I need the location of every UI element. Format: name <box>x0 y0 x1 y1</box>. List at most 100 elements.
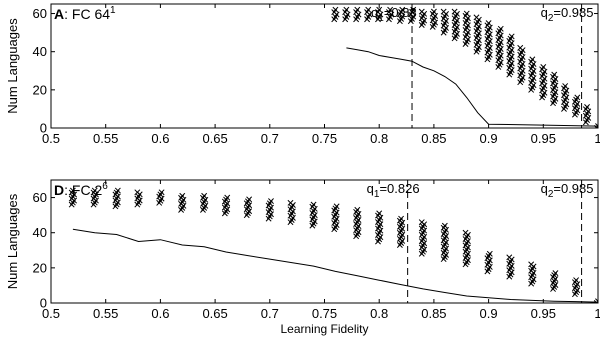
y-tick-label: 60 <box>33 6 47 21</box>
threshold-symbol: q <box>541 5 548 20</box>
scatter-cluster <box>484 20 493 63</box>
scatter-cluster <box>495 25 504 70</box>
scatter-point <box>354 6 361 13</box>
scatter-point <box>473 14 480 21</box>
scatter-point <box>418 8 425 15</box>
scatter-cluster <box>342 6 351 23</box>
scatter-cluster <box>550 71 559 107</box>
y-tick-label: 20 <box>33 82 47 97</box>
scatter-cluster <box>353 6 362 23</box>
x-tick-label: 1 <box>594 306 600 321</box>
scatter-point <box>593 300 598 303</box>
scatter-point <box>399 6 406 13</box>
x-tick-label: 0.75 <box>312 306 337 321</box>
x-tick-label: 0.8 <box>370 131 388 146</box>
axes-box <box>50 3 599 129</box>
scatter-cluster <box>550 270 559 292</box>
x-tick-label: 0.55 <box>93 131 118 146</box>
threshold-label: q1=0.83 <box>371 5 417 24</box>
scatter-point <box>69 187 76 194</box>
scatter-point <box>310 201 317 208</box>
scatter-point <box>497 25 504 32</box>
scatter-point <box>595 298 598 303</box>
y-tick-label: 0 <box>40 121 47 136</box>
plot-area <box>331 4 598 128</box>
scatter-point <box>552 270 559 277</box>
y-tick-label: 40 <box>33 225 47 240</box>
scatter-point <box>376 6 383 13</box>
threshold-symbol: q <box>541 181 548 196</box>
series-line <box>72 228 598 303</box>
scatter-point <box>410 6 417 13</box>
scatter-cluster <box>90 187 99 208</box>
scatter-cluster <box>221 194 231 217</box>
x-tick-label: 0.9 <box>480 306 498 321</box>
scatter-point <box>287 199 294 206</box>
panel-a: 0.5 0.55 0.6 0.65 0.7 0.75 0.8 0.85 0.9 0.95 1 0 20 4… <box>5 3 600 146</box>
x-tick-label: 0.7 <box>261 131 279 146</box>
threshold-subscript: 2 <box>548 13 554 24</box>
scatter-point <box>485 20 492 27</box>
scatter-cluster <box>200 192 209 213</box>
scatter-point <box>551 71 558 78</box>
scatter-point <box>201 192 208 199</box>
scatter-cluster <box>517 44 526 86</box>
y-axis-label: Num Languages <box>5 18 20 114</box>
scatter-point <box>343 6 350 13</box>
scatter-cluster <box>331 203 340 233</box>
scatter-cluster <box>331 6 340 23</box>
scatter-cluster <box>309 201 318 229</box>
scatter-point <box>595 123 598 128</box>
scatter-point <box>114 187 121 194</box>
scatter-cluster <box>539 64 548 101</box>
x-tick-label: 0.65 <box>202 131 227 146</box>
threshold-value: =0.83 <box>384 5 417 20</box>
scatter-point <box>418 219 425 226</box>
threshold-value: =0.985 <box>553 5 593 20</box>
x-tick-label: 0.85 <box>421 306 446 321</box>
scatter-cluster <box>473 14 482 55</box>
scatter-cluster <box>418 8 428 28</box>
threshold-value: =0.985 <box>553 181 593 196</box>
scatter-cluster <box>593 298 598 303</box>
scatter-point <box>529 56 536 63</box>
scatter-cluster <box>396 6 406 25</box>
scatter-point <box>158 189 165 196</box>
scatter-cluster <box>353 206 362 240</box>
scatter-cluster <box>506 33 515 78</box>
threshold-label: q1=0.826 <box>367 181 420 200</box>
scatter-point <box>333 203 340 210</box>
scatter-cluster <box>561 83 570 112</box>
x-tick-label: 0.85 <box>421 131 446 146</box>
y-tick-label: 40 <box>33 44 47 59</box>
scatter-cluster <box>385 6 395 23</box>
x-tick-label: 1 <box>594 131 600 146</box>
scatter-cluster <box>440 222 449 263</box>
scatter-point <box>528 261 535 268</box>
panel-title: D: FC 26 <box>54 181 108 198</box>
x-tick-label: 0.65 <box>202 306 227 321</box>
series-line <box>346 47 598 127</box>
scatter-cluster <box>462 10 471 48</box>
x-tick-label: 0.55 <box>93 306 118 321</box>
scatter-cluster <box>484 250 493 275</box>
scatter-point <box>486 250 493 257</box>
scatter-point <box>562 83 569 89</box>
scatter-point <box>134 189 141 196</box>
panel-title-superscript: 6 <box>102 181 108 192</box>
scatter-cluster <box>528 261 537 287</box>
scatter-point <box>91 187 98 194</box>
scatter-point <box>430 8 437 15</box>
scatter-point <box>354 206 361 213</box>
threshold-symbol: q <box>371 5 378 20</box>
scatter-cluster <box>156 189 165 206</box>
x-tick-label: 0.95 <box>531 131 556 146</box>
scatter-point <box>463 10 470 17</box>
y-tick-label: 20 <box>33 260 47 275</box>
scatter-cluster <box>506 254 515 280</box>
scatter-cluster <box>243 196 253 219</box>
scatter-point <box>573 277 580 284</box>
scatter-cluster <box>265 198 274 222</box>
scatter-point <box>376 210 383 217</box>
scatter-cluster <box>396 215 406 248</box>
